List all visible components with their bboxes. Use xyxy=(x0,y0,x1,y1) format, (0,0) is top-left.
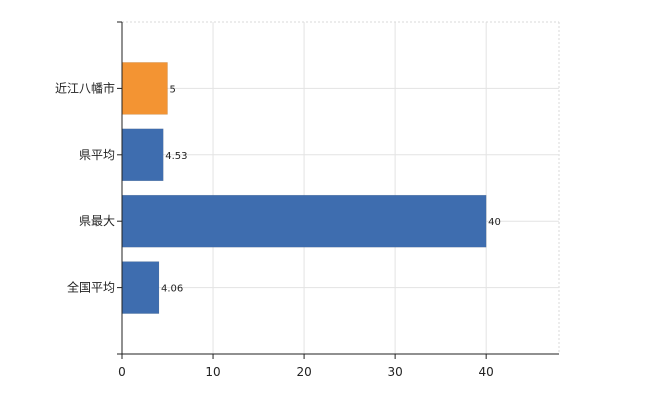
bar xyxy=(121,62,168,115)
value-label: 5 xyxy=(170,84,176,95)
x-tick-label: 0 xyxy=(118,365,126,379)
bars xyxy=(121,62,487,314)
value-label: 4.06 xyxy=(161,284,183,295)
x-tick-label: 10 xyxy=(205,365,220,379)
x-tick-label: 30 xyxy=(387,365,402,379)
bar xyxy=(121,194,487,248)
x-tick-label: 20 xyxy=(296,365,311,379)
category-label: 近江八幡市 xyxy=(55,80,115,95)
grid-lines xyxy=(122,21,560,354)
bar xyxy=(121,261,160,314)
labels: 0 10 20 30 40 近江八幡市 5 県平均 4.53 県最大 40 全国平均 4.06 xyxy=(55,80,501,379)
category-label: 全国平均 xyxy=(67,280,115,295)
category-label: 県最大 xyxy=(79,214,115,228)
x-tick-label: 40 xyxy=(479,365,494,379)
value-label: 4.53 xyxy=(165,151,187,162)
bar xyxy=(121,128,164,182)
axes xyxy=(117,21,559,359)
value-label: 40 xyxy=(488,217,501,228)
category-label: 県平均 xyxy=(79,148,115,162)
